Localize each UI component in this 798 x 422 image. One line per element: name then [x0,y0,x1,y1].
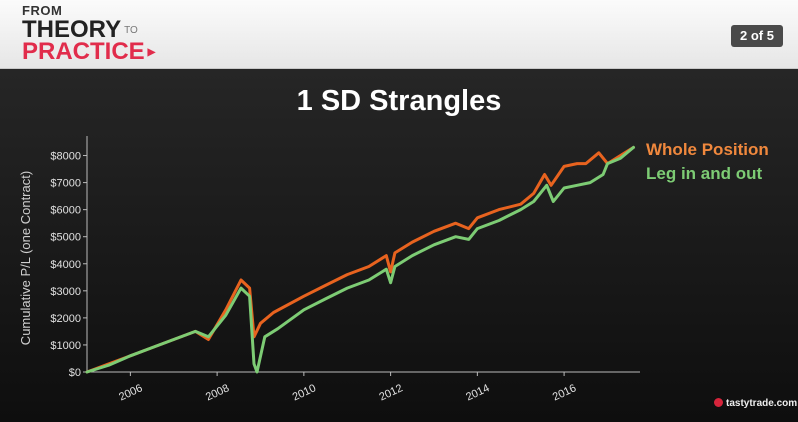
y-tick-label: $3000 [50,286,81,298]
x-tick-label: 2014 [464,382,491,403]
play-arrow-icon: ▶ [147,46,156,58]
y-tick-label: $7000 [50,178,81,190]
series-line-whole-position [85,145,635,374]
y-tick-label: $2000 [50,313,81,325]
chart-legend: Whole Position Leg in and out [646,138,769,186]
x-tick-label: 2010 [291,382,318,403]
y-tick-label: $1000 [50,340,81,352]
chart-title: 1 SD Strangles [296,85,502,117]
y-axis-label: Cumulative P/L (one Contract) [18,171,33,345]
chart-series [85,145,635,374]
x-tick-label: 2006 [117,382,144,403]
y-tick-label: $5000 [50,232,81,244]
tastytrade-logo: tastytrade.com [714,398,797,409]
logo-to: TO [124,24,138,36]
logo-line-1: FROM [22,3,63,18]
brand-text: tastytrade.com [726,398,798,409]
x-tick-label: 2008 [204,382,231,403]
logo-line-3: PRACTICE [22,38,145,65]
slide-body [0,69,798,422]
series-line-leg-in-and-out [85,145,635,374]
chart-axes: $0 $1000 $2000 $3000 $4000 $5000 $6000 $7000 $80… [50,136,640,404]
page-indicator: 2 of 5 [731,25,783,47]
legend-leg-in-and-out: Leg in and out [646,164,763,183]
header-bar: FROM THEORY TO PRACTICE ▶ 2 of 5 [0,0,798,69]
y-tick-label: $6000 [50,205,81,217]
from-theory-to-practice-logo: FROM THEORY TO PRACTICE ▶ [22,4,155,64]
x-tick-label: 2016 [551,382,578,403]
tastytrade-dot-icon [714,398,723,407]
x-tick-label: 2012 [377,382,404,403]
legend-whole-position: Whole Position [646,140,769,159]
y-tick-label: $0 [69,367,81,379]
logo-line-2: THEORY [22,16,122,43]
y-tick-label: $4000 [50,259,81,271]
y-tick-label: $8000 [50,151,81,163]
